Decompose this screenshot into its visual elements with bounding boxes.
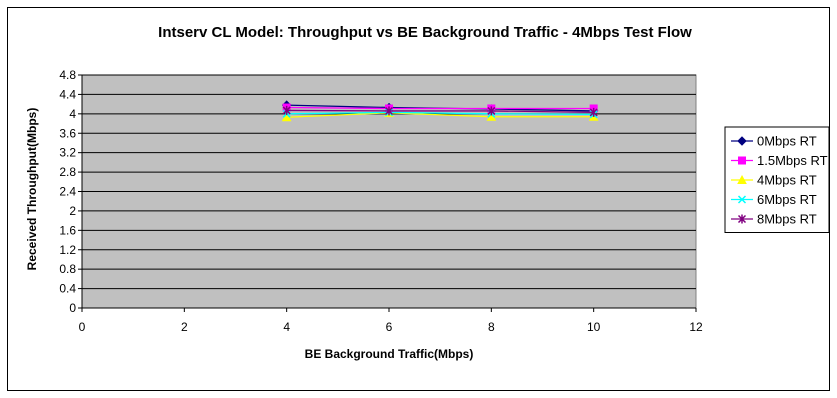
legend-entry: 0Mbps RT <box>731 134 817 149</box>
y-tick-label: 1.2 <box>59 243 76 257</box>
legend-label: 8Mbps RT <box>757 212 817 227</box>
legend: 0Mbps RT 1.5Mbps RT 4Mbps RT 6Mbps RT 8Mbps … <box>724 126 830 233</box>
chart-title: Intserv CL Model: Throughput vs BE Backg… <box>158 24 692 41</box>
data-point <box>487 106 496 116</box>
x-tick-label: 6 <box>386 320 393 334</box>
series-line <box>286 112 594 118</box>
x-tick-label: 4 <box>283 320 290 334</box>
y-tick-label: 2.8 <box>59 165 76 179</box>
y-axis-label: Received Throughput(Mbps) <box>25 108 39 271</box>
y-tick-label: 0.4 <box>59 282 76 296</box>
y-tick-label: 4.8 <box>59 68 76 82</box>
series-line <box>286 111 594 115</box>
series-4 <box>282 105 598 117</box>
legend-label: 1.5Mbps RT <box>757 153 828 168</box>
data-point <box>589 107 598 117</box>
x-axis-label: BE Background Traffic(Mbps) <box>305 347 474 361</box>
y-tick-label: 3.2 <box>59 146 76 160</box>
data-point <box>384 106 394 116</box>
legend-entry: 1.5Mbps RT <box>731 153 828 168</box>
y-tick-label: 4 <box>69 107 76 121</box>
y-tick-label: 0.8 <box>59 262 76 276</box>
x-tick-label: 8 <box>488 320 495 334</box>
y-tick-label: 3.6 <box>59 126 76 140</box>
legend-label: 0Mbps RT <box>757 134 817 149</box>
y-tick-label: 4.4 <box>59 87 76 101</box>
x-tick-label: 2 <box>181 320 188 334</box>
legend-marker <box>738 156 746 165</box>
legend-marker <box>737 136 747 146</box>
series-line <box>286 106 594 110</box>
x-tick-label: 10 <box>587 320 601 334</box>
legend-label: 4Mbps RT <box>757 173 817 188</box>
legend-marker <box>737 195 747 204</box>
series-line <box>286 109 594 114</box>
y-tick-label: 2 <box>69 204 76 218</box>
x-tick-label: 0 <box>79 320 86 334</box>
y-tick-label: 0 <box>69 301 76 315</box>
data-point <box>282 105 291 115</box>
plot-area: 0 0.4 0.8 1.2 1.6 2 2.4 2.8 3.2 3.6 4 4.4 4.8 0 2 4 6 8 10… <box>59 68 703 334</box>
legend-entry: 4Mbps RT <box>731 173 817 188</box>
x-tick-label: 12 <box>689 320 703 334</box>
legend-entry: 6Mbps RT <box>731 192 817 207</box>
legend-marker <box>737 214 747 224</box>
y-tick-label: 2.4 <box>59 185 76 199</box>
legend-marker <box>737 174 747 184</box>
legend-label: 6Mbps RT <box>757 192 817 207</box>
data-point <box>281 112 292 122</box>
legend-entry: 8Mbps RT <box>731 212 817 227</box>
y-tick-label: 1.6 <box>59 223 76 237</box>
